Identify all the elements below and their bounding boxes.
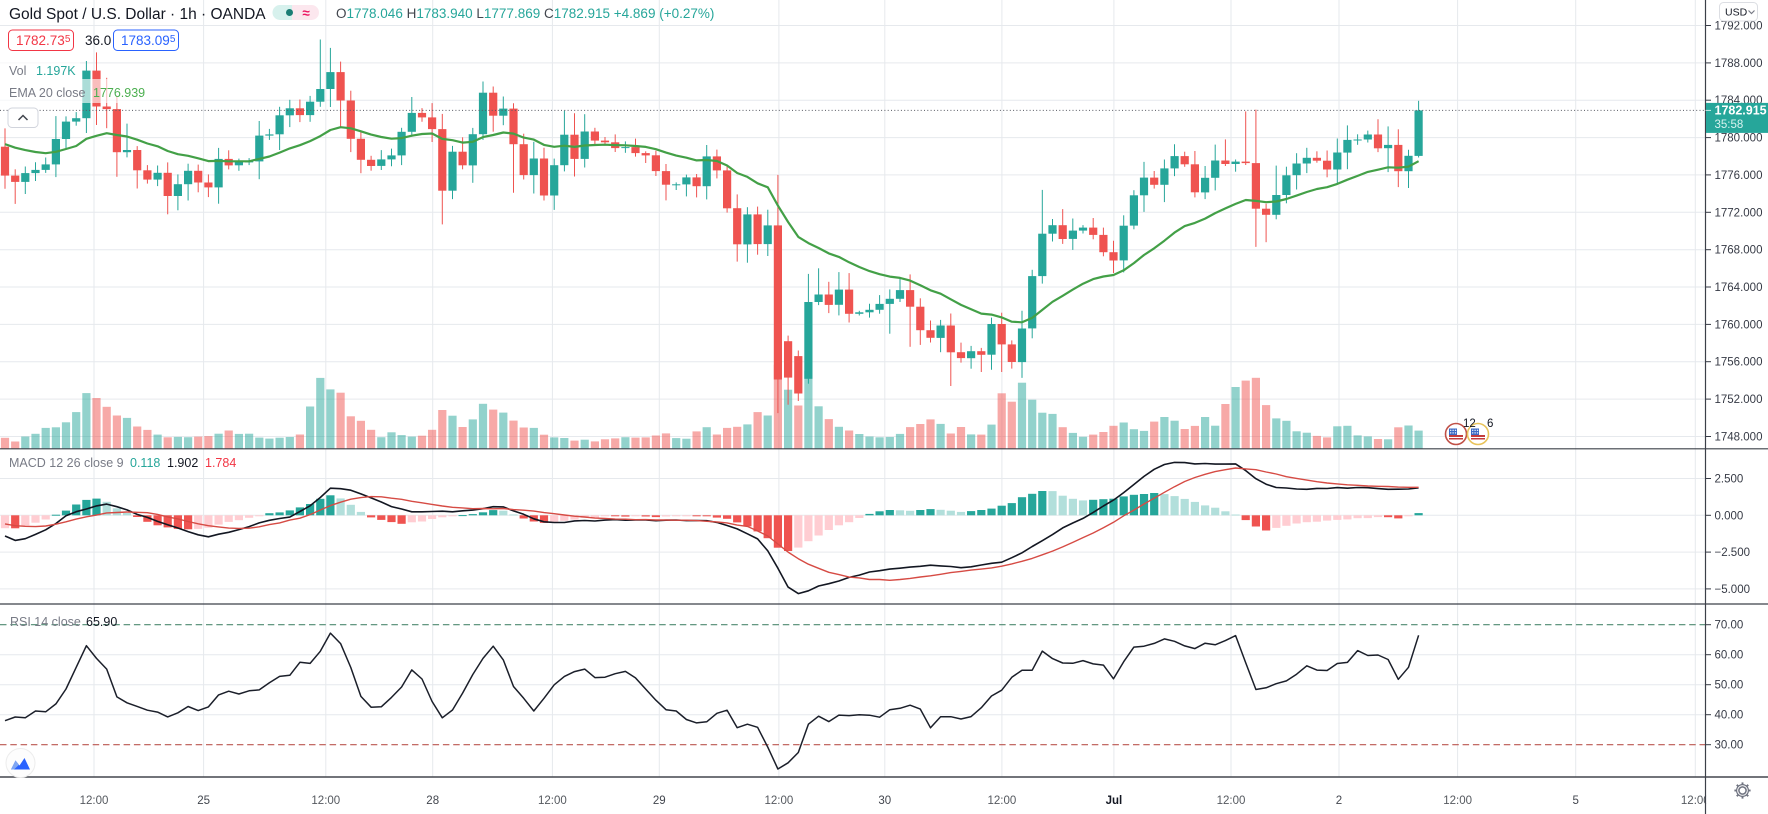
svg-text:30: 30 xyxy=(878,795,891,807)
svg-text:12: 12 xyxy=(1463,418,1476,430)
svg-text:40.00: 40.00 xyxy=(1715,710,1744,722)
svg-text:1780.000: 1780.000 xyxy=(1715,133,1763,145)
svg-text:12:00: 12:00 xyxy=(1443,795,1472,807)
svg-text:USD: USD xyxy=(1725,7,1748,19)
svg-text:1792.000: 1792.000 xyxy=(1715,21,1763,33)
svg-text:70.00: 70.00 xyxy=(1715,620,1744,632)
svg-text:28: 28 xyxy=(426,795,439,807)
svg-text:1.902: 1.902 xyxy=(167,456,198,470)
svg-text:O1778.046 H1783.940 L1777.869: O1778.046 H1783.940 L1777.869 C1782.915 … xyxy=(336,6,714,21)
svg-text:Jul: Jul xyxy=(1106,795,1123,807)
svg-text:12:00: 12:00 xyxy=(1681,795,1710,807)
svg-text:≈: ≈ xyxy=(303,6,311,21)
svg-text:1748.000: 1748.000 xyxy=(1715,432,1763,444)
svg-text:1768.000: 1768.000 xyxy=(1715,245,1763,257)
svg-text:MACD 12 26 close 9: MACD 12 26 close 9 xyxy=(9,456,124,470)
svg-text:1.197K: 1.197K xyxy=(36,64,76,78)
svg-text:1752.000: 1752.000 xyxy=(1715,394,1763,406)
svg-text:1760.000: 1760.000 xyxy=(1715,319,1763,331)
svg-text:12:00: 12:00 xyxy=(765,795,794,807)
svg-text:1776.000: 1776.000 xyxy=(1715,170,1763,182)
svg-text:1788.000: 1788.000 xyxy=(1715,58,1763,70)
svg-text:1782.735: 1782.735 xyxy=(16,33,71,48)
svg-text:50.00: 50.00 xyxy=(1715,680,1744,692)
svg-text:35:58: 35:58 xyxy=(1715,119,1744,131)
svg-text:Gold Spot / U.S. Dollar: Gold Spot / U.S. Dollar xyxy=(9,6,166,23)
svg-text:30.00: 30.00 xyxy=(1715,740,1744,752)
svg-text:· 1h · OANDA: · 1h · OANDA xyxy=(170,6,266,23)
svg-text:12:00: 12:00 xyxy=(1217,795,1246,807)
svg-text:0.000: 0.000 xyxy=(1715,510,1744,522)
svg-text:1783.095: 1783.095 xyxy=(121,33,176,48)
svg-text:1776.939: 1776.939 xyxy=(93,86,145,100)
svg-text:12:00: 12:00 xyxy=(538,795,567,807)
svg-text:Vol: Vol xyxy=(9,64,26,78)
svg-text:1.784: 1.784 xyxy=(205,456,236,470)
svg-text:12:00: 12:00 xyxy=(80,795,109,807)
svg-text:−2.500: −2.500 xyxy=(1715,547,1751,559)
svg-text:65.90: 65.90 xyxy=(86,615,117,629)
svg-text:25: 25 xyxy=(197,795,210,807)
svg-text:29: 29 xyxy=(653,795,666,807)
svg-text:RSI 14 close: RSI 14 close xyxy=(10,615,81,629)
svg-text:EMA 20 close: EMA 20 close xyxy=(9,86,85,100)
svg-text:1772.000: 1772.000 xyxy=(1715,207,1763,219)
svg-text:−5.000: −5.000 xyxy=(1715,584,1751,596)
svg-text:12:00: 12:00 xyxy=(988,795,1017,807)
svg-text:36.0: 36.0 xyxy=(85,33,111,48)
svg-text:2: 2 xyxy=(1336,795,1342,807)
svg-text:1782.915: 1782.915 xyxy=(1715,104,1767,118)
svg-text:1764.000: 1764.000 xyxy=(1715,282,1763,294)
svg-text:60.00: 60.00 xyxy=(1715,650,1744,662)
svg-text:1756.000: 1756.000 xyxy=(1715,357,1763,369)
svg-text:12:00: 12:00 xyxy=(311,795,340,807)
svg-text:5: 5 xyxy=(1572,795,1578,807)
svg-text:6: 6 xyxy=(1487,418,1493,430)
svg-text:0.118: 0.118 xyxy=(130,456,160,470)
svg-text:2.500: 2.500 xyxy=(1715,474,1744,486)
